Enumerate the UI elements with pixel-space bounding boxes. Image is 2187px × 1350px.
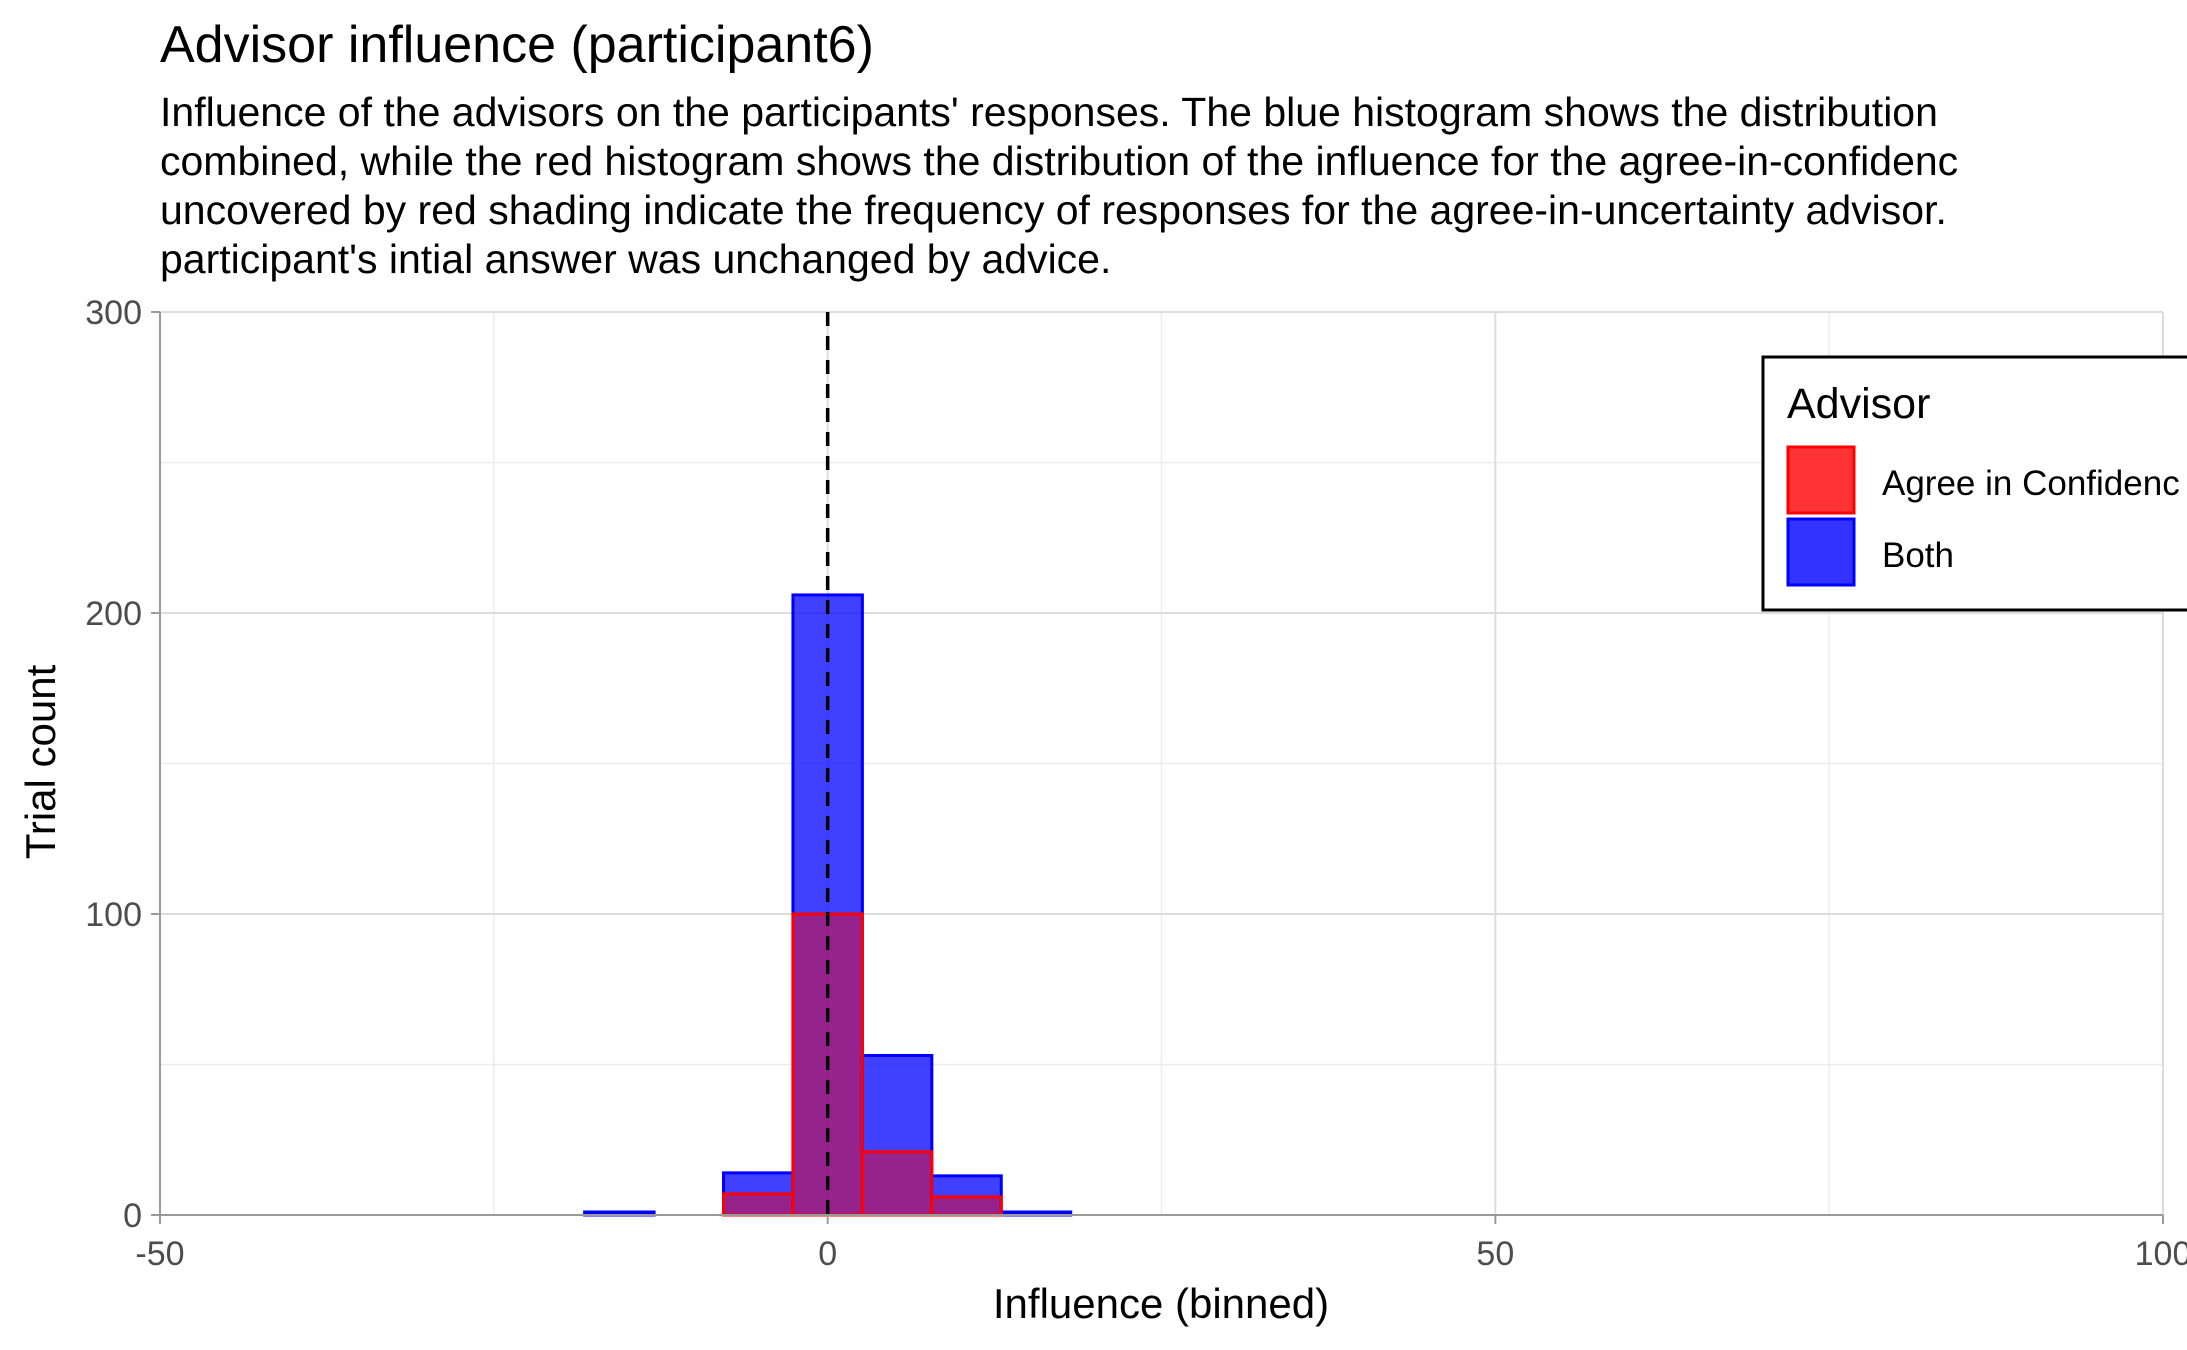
y-tick-label: 300 [85, 294, 142, 332]
subtitle-line-2: combined, while the red histogram shows … [160, 138, 1959, 184]
y-tick-label: 200 [85, 595, 142, 633]
subtitle-line-4: participant's intial answer was unchange… [160, 236, 1112, 282]
x-axis-title: Influence (binned) [993, 1280, 1329, 1327]
bar-agree-in-confidence [860, 1150, 934, 1217]
x-tick-label: 0 [818, 1235, 837, 1273]
histogram-bars [583, 593, 1073, 1217]
legend: Advisor Agree in Confidenc Both [1761, 355, 2187, 612]
legend-swatch-agree-in-confidence [1786, 445, 1856, 515]
chart-title: Advisor influence (participant6) [160, 16, 874, 74]
subtitle-line-3: uncovered by red shading indicate the fr… [160, 187, 1947, 233]
bar-agree-in-confidence [930, 1195, 1003, 1217]
x-tick-label: 50 [1476, 1235, 1514, 1273]
legend-title: Advisor [1787, 380, 1930, 428]
y-tick-label: 0 [123, 1197, 142, 1235]
chart-subtitle: Influence of the advisors on the partici… [160, 88, 1958, 284]
y-axis-title: Trial count [17, 664, 64, 859]
legend-swatch-both [1786, 517, 1856, 587]
subtitle-line-1: Influence of the advisors on the partici… [160, 89, 1938, 135]
legend-label-both: Both [1882, 536, 1954, 575]
x-tick-label: -50 [135, 1235, 184, 1273]
bar-both [860, 1053, 934, 1217]
y-tick-label: 100 [85, 896, 142, 934]
legend-label-agree-in-confidence: Agree in Confidenc [1882, 464, 2180, 503]
x-tick-label: 100 [2135, 1235, 2187, 1273]
bar-agree-in-confidence [722, 1192, 795, 1217]
